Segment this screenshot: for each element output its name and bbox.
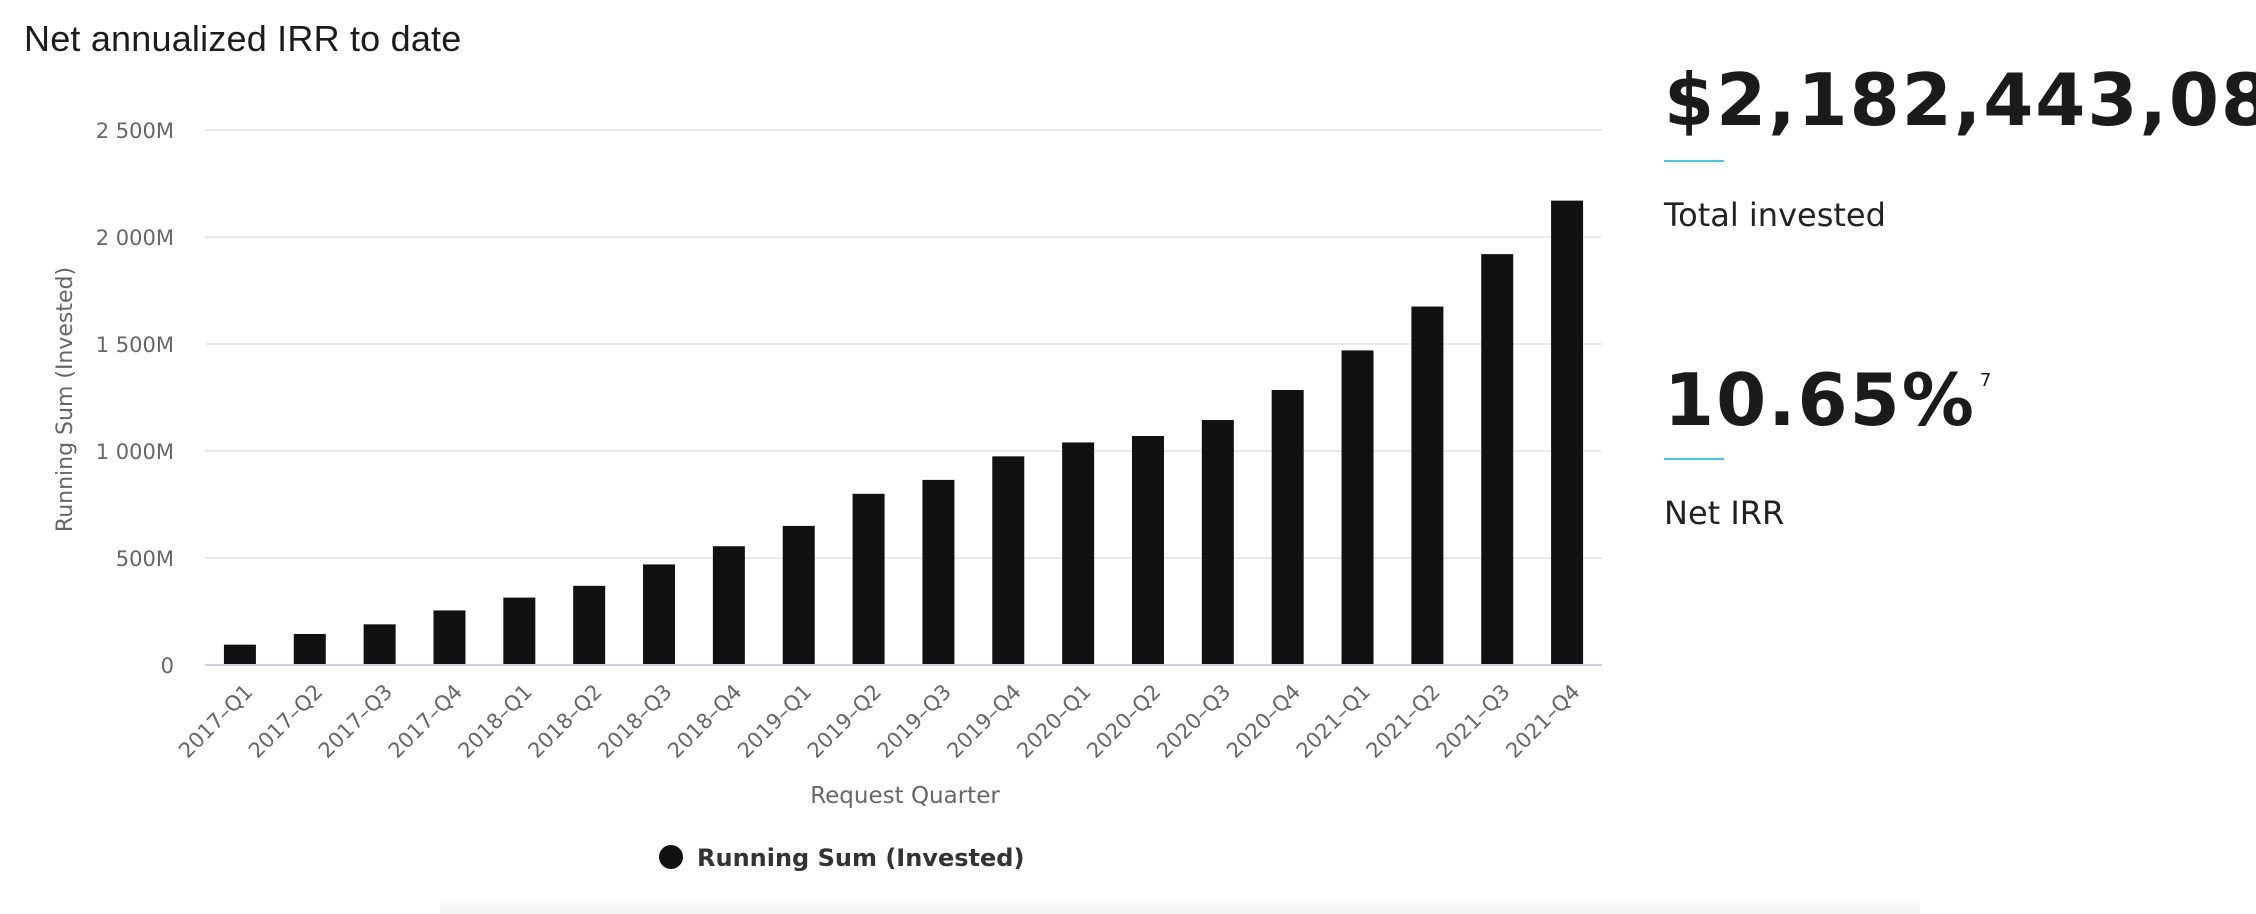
x-tick-label: 2020–Q2 — [1082, 680, 1165, 763]
bottom-fade-divider — [440, 896, 1920, 914]
net-irr-accent-rule — [1664, 458, 1724, 460]
x-tick-label: 2019–Q3 — [873, 680, 956, 763]
net-irr-label: Net IRR — [1664, 494, 1785, 532]
x-tick-label: 2017–Q2 — [244, 680, 327, 763]
bar[interactable] — [1062, 442, 1095, 665]
bar[interactable] — [782, 525, 815, 665]
y-tick-label: 500M — [116, 547, 174, 571]
x-tick-label: 2018–Q2 — [523, 680, 606, 763]
x-tick-label: 2021–Q2 — [1362, 680, 1445, 763]
y-tick-label: 1 000M — [96, 440, 174, 464]
bar[interactable] — [643, 564, 676, 665]
y-tick-label: 2 000M — [96, 226, 174, 250]
bar[interactable] — [573, 585, 606, 665]
x-tick-label: 2019–Q1 — [733, 680, 816, 763]
y-tick-label: 0 — [161, 654, 174, 678]
total-invested-label: Total invested — [1664, 196, 1886, 234]
x-tick-label: 2021–Q1 — [1292, 680, 1375, 763]
bar[interactable] — [1201, 419, 1234, 665]
x-tick-label: 2017–Q3 — [314, 680, 397, 763]
chart-gridlines — [205, 129, 1602, 559]
bar[interactable] — [433, 610, 466, 665]
bar[interactable] — [223, 644, 256, 665]
x-tick-label: 2021–Q3 — [1431, 680, 1514, 763]
x-tick-label: 2018–Q1 — [454, 680, 537, 763]
bar[interactable] — [712, 546, 745, 665]
bar[interactable] — [922, 479, 955, 665]
x-tick-label: 2018–Q4 — [663, 680, 746, 763]
bar[interactable] — [503, 597, 536, 665]
x-axis-ticks: 2017–Q12017–Q22017–Q32017–Q42018–Q12018–… — [174, 680, 1584, 763]
total-invested-value: $2,182,443,086 — [1664, 58, 2256, 142]
legend-marker-icon — [659, 845, 683, 869]
x-tick-label: 2019–Q4 — [942, 680, 1025, 763]
net-irr-value: 10.65% 7 — [1664, 358, 1993, 442]
bar[interactable] — [1551, 200, 1584, 665]
bar[interactable] — [363, 624, 396, 665]
x-axis-label: Request Quarter — [810, 783, 1000, 809]
x-tick-label: 2021–Q4 — [1501, 680, 1584, 763]
bar[interactable] — [293, 633, 326, 665]
bar[interactable] — [992, 456, 1025, 665]
x-tick-label: 2020–Q4 — [1222, 680, 1305, 763]
y-tick-label: 2 500M — [96, 119, 174, 143]
x-tick-label: 2019–Q2 — [803, 680, 886, 763]
bar[interactable] — [1341, 350, 1374, 665]
bar[interactable] — [1131, 436, 1164, 665]
x-tick-label: 2017–Q4 — [384, 680, 467, 763]
total-invested-accent-rule — [1664, 160, 1724, 162]
net-irr-footnote[interactable]: 7 — [1979, 370, 1994, 391]
chart-bars — [223, 200, 1584, 665]
bar[interactable] — [1271, 390, 1304, 665]
page-title: Net annualized IRR to date — [24, 18, 462, 59]
chart-legend[interactable]: Running Sum (Invested) — [659, 844, 1024, 872]
x-tick-label: 2020–Q3 — [1152, 680, 1235, 763]
x-tick-label: 2020–Q1 — [1012, 680, 1095, 763]
y-tick-label: 1 500M — [96, 333, 174, 357]
y-axis-label: Running Sum (Invested) — [53, 267, 78, 532]
bar[interactable] — [852, 493, 885, 665]
bar[interactable] — [1481, 254, 1514, 665]
x-tick-label: 2017–Q1 — [174, 680, 257, 763]
legend-label: Running Sum (Invested) — [697, 844, 1024, 872]
bar[interactable] — [1411, 306, 1444, 665]
y-axis-ticks: 0 500M 1 000M 1 500M 2 000M 2 500M — [96, 119, 174, 678]
x-tick-label: 2018–Q3 — [593, 680, 676, 763]
net-irr-number: 10.65% — [1664, 358, 1976, 442]
